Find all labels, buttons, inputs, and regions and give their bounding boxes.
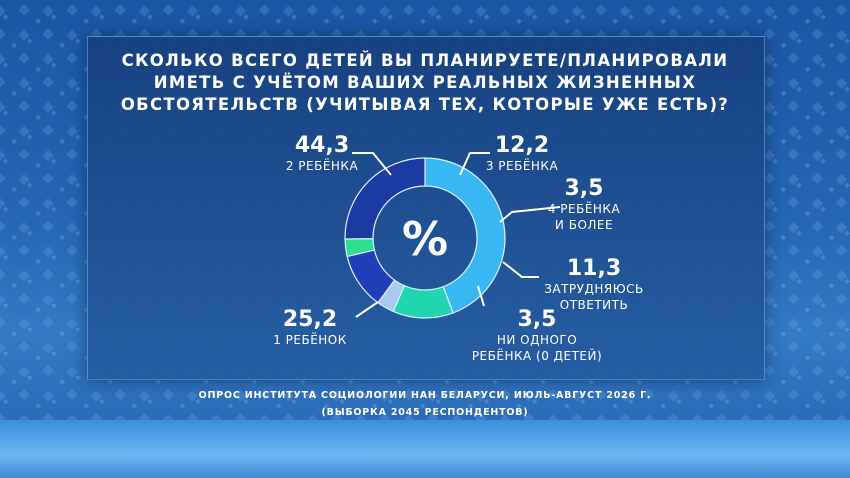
footer-line-2: (ВЫБОРКА 2045 РЕСПОНДЕНТОВ) (321, 407, 529, 418)
slice-label-2-1: И БОЛЕЕ (555, 218, 613, 232)
chart-title: СКОЛЬКО ВСЕГО ДЕТЕЙ ВЫ ПЛАНИРУЕТЕ/ПЛАНИР… (95, 50, 755, 116)
leader-line-3 (502, 261, 539, 278)
floor-strip (0, 420, 850, 478)
donut-slice-0 (424, 157, 506, 314)
slice-value-4: 3,5 (518, 307, 557, 332)
slice-value-2: 3,5 (565, 176, 604, 201)
slice-label-5-0: 1 РЕБЁНОК (273, 332, 347, 347)
leader-line-1 (459, 152, 490, 176)
survey-source: ОПРОС ИНСТИТУТА СОЦИОЛОГИИ НАН БЕЛАРУСИ,… (95, 387, 755, 421)
footer-line-1: ОПРОС ИНСТИТУТА СОЦИОЛОГИИ НАН БЕЛАРУСИ,… (198, 390, 652, 401)
center-percent-label: % (402, 212, 448, 266)
slice-label-2-0: 4 РЕБЁНКА (548, 201, 621, 216)
slice-label-0-0: 2 РЕБЁНКА (286, 158, 359, 173)
leader-line-4 (477, 285, 485, 307)
title-line-1: СКОЛЬКО ВСЕГО ДЕТЕЙ ВЫ ПЛАНИРУЕТЕ/ПЛАНИР… (121, 51, 729, 70)
chart-panel (87, 36, 765, 380)
title-line-2: ИМЕТЬ С УЧЁТОМ ВАШИХ РЕАЛЬНЫХ ЖИЗНЕННЫХ (153, 73, 697, 92)
slice-label-1-0: 3 РЕБЁНКА (486, 158, 559, 173)
slice-value-3: 11,3 (567, 256, 621, 281)
slice-value-0: 44,3 (295, 133, 349, 158)
slice-value-5: 25,2 (283, 307, 337, 332)
leader-line-0 (352, 152, 392, 176)
donut-slice-5 (344, 157, 426, 240)
slice-label-3-0: ЗАТРУДНЯЮСЬ (544, 282, 644, 296)
title-line-3: ОБСТОЯТЕЛЬСТВ (УЧИТЫВАЯ ТЕХ, КОТОРЫЕ УЖЕ… (120, 95, 730, 114)
slice-label-3-1: ОТВЕТИТЬ (560, 298, 628, 312)
slice-label-4-1: РЕБЁНКА (0 ДЕТЕЙ) (472, 348, 602, 363)
leader-line-2 (499, 206, 561, 223)
slice-label-4-0: НИ ОДНОГО (497, 333, 577, 347)
leader-line-5 (355, 301, 379, 318)
slice-value-1: 12,2 (495, 133, 549, 158)
